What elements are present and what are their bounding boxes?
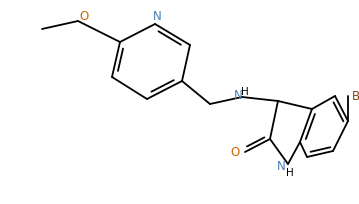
Text: O: O	[79, 10, 89, 23]
Text: N: N	[277, 160, 285, 173]
Text: H: H	[241, 86, 249, 96]
Text: H: H	[286, 167, 294, 177]
Text: N: N	[234, 89, 242, 102]
Text: O: O	[230, 146, 239, 159]
Text: Br: Br	[352, 90, 359, 103]
Text: N: N	[153, 10, 162, 23]
